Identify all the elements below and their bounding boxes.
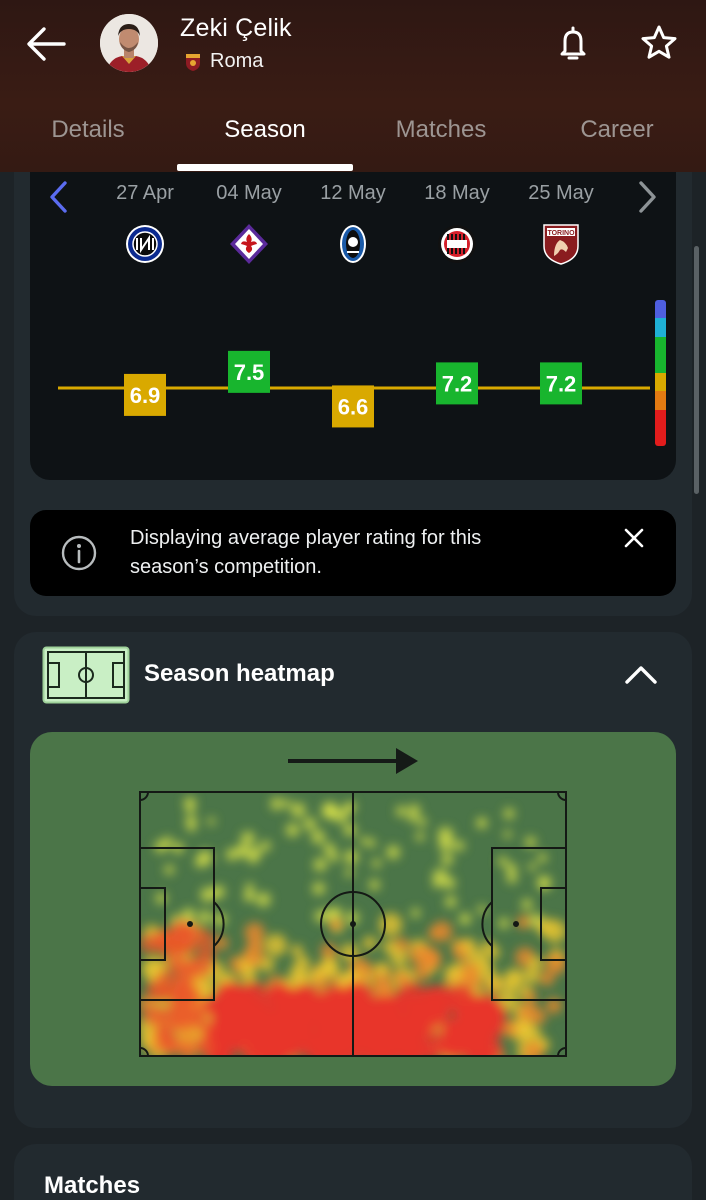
chevron-right-icon[interactable] xyxy=(632,178,662,216)
attack-direction-arrow-icon xyxy=(288,748,418,774)
torino-crest-icon[interactable]: TORINO xyxy=(540,222,582,266)
info-banner-text: Displaying average player rating for thi… xyxy=(130,527,482,578)
arrow-left-icon[interactable] xyxy=(24,22,68,66)
rating-badge-box xyxy=(540,362,582,405)
rating-chart: 6.9 7.5 6.6 7.2 7.2 xyxy=(58,350,650,428)
info-banner xyxy=(30,510,676,596)
rating-badge-box xyxy=(228,350,270,393)
rating-value: 7.2 xyxy=(546,371,577,396)
tab-season[interactable]: Season xyxy=(224,116,306,143)
rating-scale-segment xyxy=(655,409,666,428)
rating-value: 6.6 xyxy=(338,394,369,419)
tab-details[interactable]: Details xyxy=(51,116,125,143)
rating-badge[interactable]: 7.2 xyxy=(436,362,478,405)
atalanta-crest-icon[interactable] xyxy=(332,222,374,266)
bell-icon[interactable] xyxy=(556,24,590,64)
tab-bar: Details Season Matches Career xyxy=(0,104,706,172)
roma-badge-icon xyxy=(186,53,200,71)
rating-color-scale xyxy=(655,300,666,446)
info-icon xyxy=(61,535,97,571)
active-tab-indicator xyxy=(177,164,353,171)
rating-badge[interactable]: 7.5 xyxy=(228,350,270,393)
close-icon[interactable] xyxy=(620,524,648,552)
rating-badge[interactable]: 6.9 xyxy=(124,373,166,416)
rating-badge-box xyxy=(436,362,478,405)
rating-scale-segment xyxy=(655,391,666,410)
milan-crest-icon[interactable] xyxy=(436,222,478,266)
chevron-left-icon[interactable] xyxy=(44,178,74,216)
rating-scale-segment xyxy=(655,300,666,319)
match-date: 18 May xyxy=(424,182,490,204)
rating-scale-segment xyxy=(655,373,666,392)
heatmap-title: Season heatmap xyxy=(144,660,335,687)
tab-career[interactable]: Career xyxy=(580,116,654,143)
match-date: 25 May xyxy=(528,182,594,204)
rating-scale-segment xyxy=(655,427,666,446)
rating-value: 6.9 xyxy=(130,383,161,408)
heatmap-pitch xyxy=(139,791,567,1057)
match-date: 27 Apr xyxy=(116,182,174,204)
tab-matches[interactable]: Matches xyxy=(395,116,487,143)
rating-scale-segment xyxy=(655,318,666,337)
pitch-icon xyxy=(42,646,130,704)
scrollbar[interactable] xyxy=(694,246,699,494)
chevron-up-icon[interactable] xyxy=(622,660,660,688)
player-name: Zeki Çelik xyxy=(180,14,292,42)
rating-chart-panel xyxy=(30,172,676,480)
rating-badge-box xyxy=(332,385,374,428)
rating-scale-segment xyxy=(655,336,666,355)
matches-section-title: Matches xyxy=(44,1172,141,1199)
rating-badge-box xyxy=(124,373,166,416)
fiorentina-crest-icon[interactable] xyxy=(228,222,270,266)
player-header: Zeki Çelik Roma Details Season Matches C… xyxy=(0,0,706,172)
star-icon[interactable] xyxy=(640,24,678,62)
team-row[interactable]: Roma xyxy=(184,50,263,73)
rating-scale-segment xyxy=(655,354,666,373)
rating-badge[interactable]: 7.2 xyxy=(540,362,582,405)
inter-crest-icon[interactable] xyxy=(124,222,166,266)
matches-card xyxy=(14,1144,692,1200)
torino-crest-label: TORINO xyxy=(547,230,575,237)
rating-value: 7.5 xyxy=(234,360,265,385)
rating-value: 7.2 xyxy=(442,371,473,396)
match-date: 12 May xyxy=(320,182,386,204)
avatar[interactable] xyxy=(100,14,158,72)
rating-badge[interactable]: 6.6 xyxy=(332,385,374,428)
team-name: Roma xyxy=(210,50,264,72)
match-date: 04 May xyxy=(216,182,282,204)
